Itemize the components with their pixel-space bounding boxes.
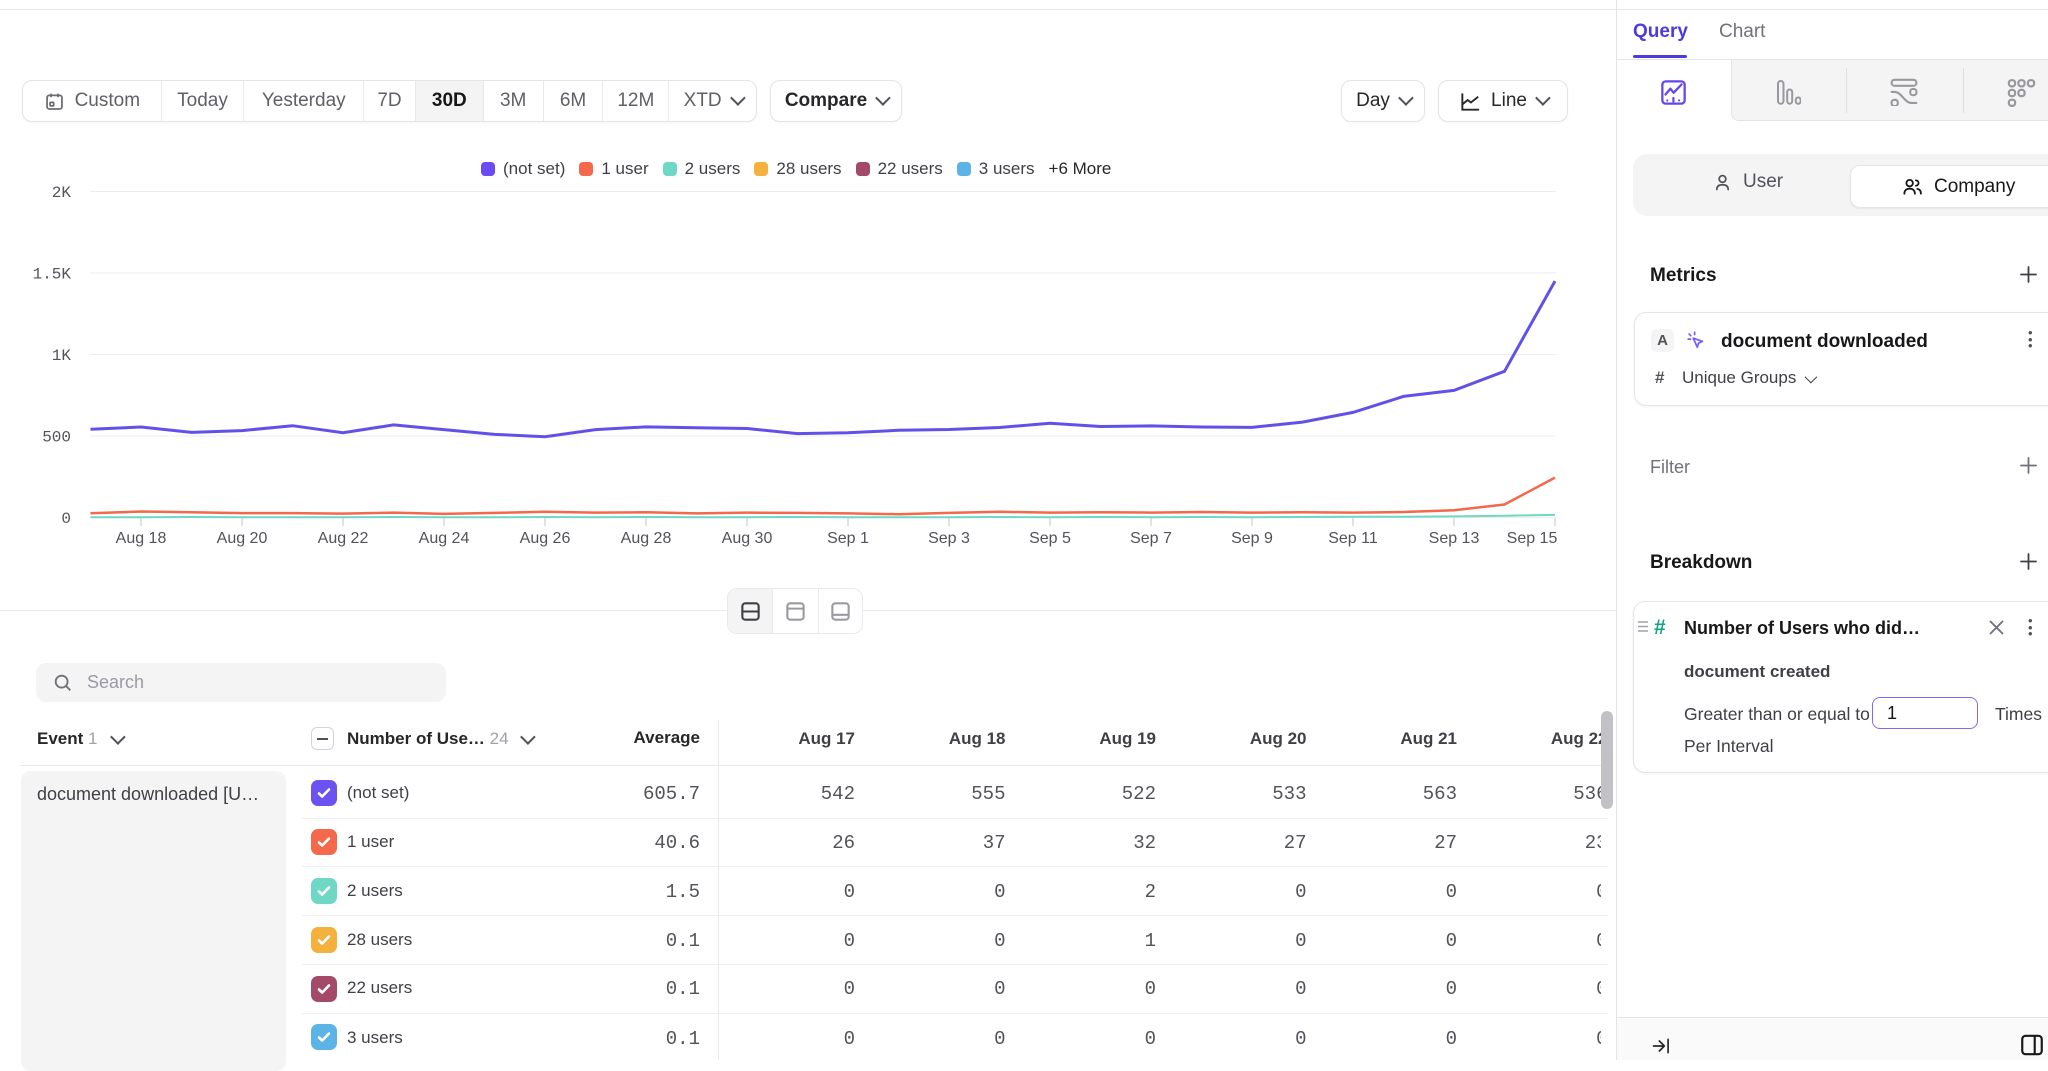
svg-text:Sep 9: Sep 9 <box>1231 530 1273 547</box>
svg-text:500: 500 <box>42 429 71 447</box>
svg-text:Aug 26: Aug 26 <box>520 530 571 547</box>
svg-text:1.5K: 1.5K <box>33 266 72 284</box>
svg-text:Aug 28: Aug 28 <box>621 530 672 547</box>
svg-text:Aug 18: Aug 18 <box>116 530 167 547</box>
svg-text:2K: 2K <box>52 184 72 202</box>
svg-text:1K: 1K <box>52 347 72 365</box>
svg-text:Sep 7: Sep 7 <box>1130 530 1172 547</box>
svg-text:Sep 13: Sep 13 <box>1429 530 1480 547</box>
svg-text:Aug 24: Aug 24 <box>419 530 470 547</box>
svg-text:Sep 1: Sep 1 <box>827 530 869 547</box>
svg-text:Aug 30: Aug 30 <box>722 530 773 547</box>
svg-text:Aug 22: Aug 22 <box>318 530 369 547</box>
svg-text:Sep 11: Sep 11 <box>1328 530 1378 547</box>
svg-text:0: 0 <box>61 510 71 528</box>
svg-text:Sep 3: Sep 3 <box>928 530 970 547</box>
svg-text:Sep 15: Sep 15 <box>1507 530 1558 547</box>
svg-text:Sep 5: Sep 5 <box>1029 530 1071 547</box>
svg-text:Aug 20: Aug 20 <box>217 530 268 547</box>
